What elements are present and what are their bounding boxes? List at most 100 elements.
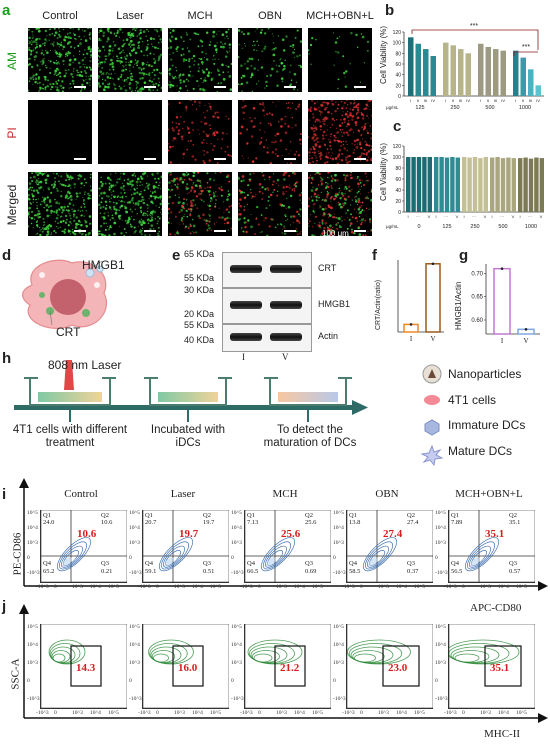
panel-b-letter: b [385,2,395,19]
band-label-0: CRT [318,263,337,273]
row-label-2: Merged [5,184,19,226]
c-sub-mid: ··· [528,214,532,219]
micrograph-0-0 [28,28,92,92]
b-ytick: 80 [395,51,401,57]
fc-i-ytick: 10^4 [435,525,446,531]
fc-i-q2: Q2 [407,512,415,519]
fc-j-xtick: -10^3 [138,710,151,716]
column-label-2: MCH [187,10,213,22]
fc-j-xtick: 10^3 [480,710,491,716]
b-bar [528,69,534,96]
fc-i-q1-val: 13.8 [349,519,361,526]
c-group-label: 0 [417,224,420,230]
fc-i-highlight: 27.4 [383,528,403,540]
f-cat: V [430,335,435,343]
c-sub-mid: ··· [500,214,504,219]
kda-label-1: 55 KDa [183,273,214,283]
fc-i-q1: Q1 [43,512,51,519]
fc-i-xtick: 10^3 [174,584,185,590]
legend-nanoparticles: Nanoparticles [448,367,522,381]
column-label-4: MCH+OBN+L [306,10,374,22]
fc-i-q1: Q1 [451,512,459,519]
fc-j-xtick: 10^3 [276,710,287,716]
kda-label-3: 20 KDa [183,309,214,319]
fc-i-xtick: 10^5 [414,584,425,590]
b-sublabel: I [480,98,481,103]
c-bar [523,157,528,212]
fc-i-plot-0: Q1 24.0 Q2 10.6 Q4 65.2 Q3 0.21 10.6 [40,510,127,583]
fc-i-q3: Q3 [101,560,109,567]
fc-j-xtick: 10^3 [174,710,185,716]
fc-j-ytick: 10^3 [333,660,344,666]
fc-i-q3: Q3 [509,560,517,567]
b-bar [450,45,456,96]
fc-i-xtick: -10^3 [444,584,457,590]
b-sublabel: I [445,98,446,103]
fc-i-xtick: -10^3 [342,584,355,590]
micrograph-1-1 [98,100,162,164]
fc-i-q1-val: 20.7 [145,519,157,526]
b-ytick: 40 [395,73,401,79]
fc-j-ytick: 10^5 [129,624,140,630]
fc-i-q2: Q2 [509,512,517,519]
band-lane1-0 [230,265,262,273]
c-bar [406,157,411,212]
c-bar [511,158,516,212]
fc-j-ytick: 10^3 [231,660,242,666]
pe-cd86-label: PE-CD86 [11,532,24,576]
b-sublabel: IV [431,98,435,103]
g-dot [500,267,504,270]
b-bar [478,43,484,96]
fc-j-value: 21.2 [280,662,300,674]
fc-j-plot-0: 14.3 [40,624,127,709]
band-lane1-1 [230,301,262,309]
panel-a-letter: a [2,2,11,19]
fc-j-xtick: 10^5 [516,710,527,716]
fc-i-q4: Q4 [451,560,459,567]
c-ylabel: Cell Viability (%) [379,143,388,201]
c-bar [444,157,450,212]
fc-i-q2: Q2 [203,512,211,519]
fc-j-value: 14.3 [76,662,96,674]
fc-i-xtick: 10^4 [498,584,509,590]
fc-i-q2-val: 25.6 [305,519,317,526]
fc-i-ytick: 0 [231,555,234,561]
b-xlabel: μg/mL [386,105,399,110]
fc-i-xtick: 0 [360,584,363,590]
apc-cd80-label: APC-CD80 [470,602,522,614]
c-bar [450,157,455,212]
fc-i-xtick: 10^5 [108,584,119,590]
micrograph-0-4 [308,28,372,92]
column-label-1: Laser [116,10,144,22]
b-bar [443,42,449,96]
fc-j-ytick: 10^4 [129,642,140,648]
b-sublabel: III [494,98,497,103]
fc-j-ytick: 0 [27,678,30,684]
chart-c: 0 20 40 60 80 100 120 Cell Viability (%) I ··· V 0 I… [379,143,544,230]
fc-i-ytick: 10^3 [129,540,140,546]
fc-i-xtick: 0 [258,584,261,590]
g-ytick: 0.65 [471,295,483,301]
fc-j-ytick: 10^3 [435,660,446,666]
fc-j-value: 16.0 [178,662,198,674]
micrograph-2-1 [98,172,162,236]
scale-bar-label: 100 μm [322,229,349,238]
fc-j-value: 35.1 [490,662,510,674]
fc-i-q3: Q3 [407,560,415,567]
workflow-diagram [14,360,444,467]
band-label-2: Actin [318,331,339,341]
c-ytick: 0 [398,210,401,216]
c-group-label: 250 [470,224,479,230]
c-bar [472,157,478,212]
micrograph-0-2 [168,28,232,92]
fc-i-xtick: 10^3 [276,584,287,590]
c-sub-mid: ··· [416,214,420,219]
c-bar [490,157,495,212]
c-ytick: 60 [395,177,401,183]
c-bar [534,157,539,212]
fc-i-title-2: MCH [272,488,298,500]
fc-i-q1-val: 7.89 [451,519,463,526]
fc-i-ytick: 10^3 [333,540,344,546]
legend-mature-dcs: Mature DCs [448,444,513,458]
